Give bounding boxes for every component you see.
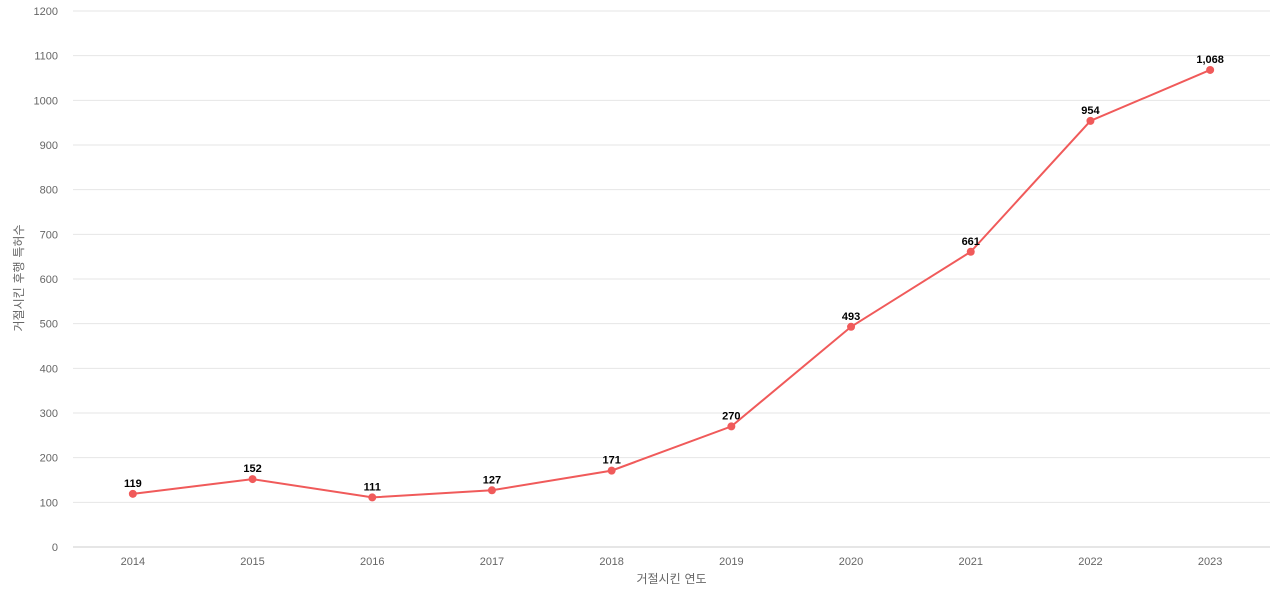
data-point[interactable] bbox=[727, 422, 736, 431]
data-point[interactable] bbox=[1206, 65, 1215, 74]
x-tick-label: 2016 bbox=[360, 556, 384, 568]
data-label: 111 bbox=[364, 481, 381, 493]
y-tick-label: 300 bbox=[40, 408, 58, 420]
x-tick-label: 2023 bbox=[1198, 556, 1222, 568]
x-tick-label: 2017 bbox=[480, 556, 504, 568]
data-label: 127 bbox=[483, 474, 501, 486]
data-point[interactable] bbox=[1086, 116, 1095, 125]
y-tick-label: 700 bbox=[40, 229, 58, 241]
data-point[interactable] bbox=[128, 489, 137, 498]
x-axis-ticks: 2014 2015 2016 2017 2018 2019 2020 2021 2022 2023 bbox=[121, 556, 1223, 568]
data-label: 119 bbox=[124, 478, 142, 490]
series-line bbox=[132, 69, 1211, 499]
data-point[interactable] bbox=[966, 247, 975, 256]
x-tick-label: 2018 bbox=[599, 556, 623, 568]
y-tick-label: 1100 bbox=[34, 51, 58, 63]
series-group bbox=[128, 65, 1215, 502]
data-point[interactable] bbox=[368, 493, 377, 502]
y-tick-label: 1200 bbox=[34, 6, 58, 18]
x-tick-label: 2021 bbox=[959, 556, 983, 568]
y-tick-label: 400 bbox=[40, 363, 58, 375]
y-tick-label: 900 bbox=[40, 140, 58, 152]
y-tick-label: 100 bbox=[40, 497, 58, 509]
y-tick-label: 200 bbox=[40, 453, 58, 465]
x-tick-label: 2022 bbox=[1078, 556, 1102, 568]
x-tick-label: 2019 bbox=[719, 556, 743, 568]
data-labels: 119 152 111 127 171 270 493 661 954 1,068 bbox=[124, 54, 1224, 493]
data-label: 1,068 bbox=[1196, 54, 1224, 66]
x-axis-title: 거절시킨 연도 bbox=[636, 572, 706, 586]
x-tick-label: 2020 bbox=[839, 556, 863, 568]
x-tick-label: 2014 bbox=[121, 556, 145, 568]
data-label: 661 bbox=[962, 236, 980, 248]
data-point[interactable] bbox=[248, 475, 257, 484]
data-point[interactable] bbox=[487, 486, 496, 495]
y-axis-title: 거절시킨 후행 특허수 bbox=[11, 225, 26, 332]
y-tick-label: 600 bbox=[40, 274, 58, 286]
y-tick-label: 800 bbox=[40, 185, 58, 197]
data-label: 270 bbox=[722, 410, 740, 422]
grid-lines bbox=[73, 10, 1270, 503]
y-tick-label: 1000 bbox=[34, 95, 58, 107]
y-tick-label: 500 bbox=[40, 319, 58, 331]
data-label: 954 bbox=[1081, 105, 1100, 117]
y-axis-ticks: 0 100 200 300 400 500 600 700 800 900 1000 1100 1200 bbox=[34, 6, 58, 554]
data-point[interactable] bbox=[607, 466, 616, 475]
x-tick-label: 2015 bbox=[240, 556, 264, 568]
data-point[interactable] bbox=[847, 322, 856, 331]
data-label: 493 bbox=[842, 311, 860, 323]
data-label: 171 bbox=[602, 455, 620, 467]
y-tick-label: 0 bbox=[52, 542, 58, 554]
data-label: 152 bbox=[243, 463, 261, 475]
